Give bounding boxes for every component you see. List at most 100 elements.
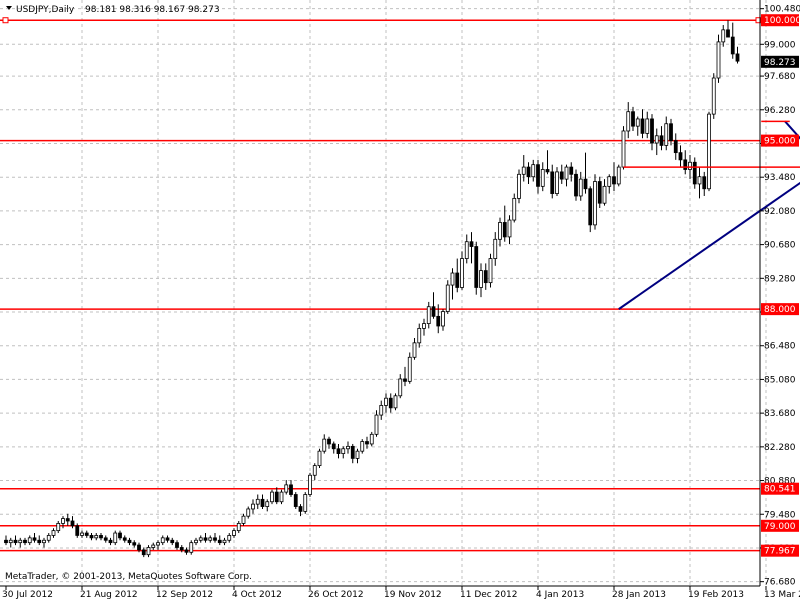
candle-body	[488, 258, 493, 284]
candle-body	[103, 537, 108, 541]
candle-body	[350, 445, 355, 459]
candle-body	[517, 173, 521, 199]
candle-body	[626, 111, 631, 132]
candle-body	[574, 173, 578, 197]
time-tick-label: 12 Sep 2012	[156, 590, 213, 600]
level-price-tag	[761, 14, 799, 27]
candle-body	[697, 176, 702, 185]
level-price-label: 88.000	[764, 305, 796, 315]
price-tick-label: 79.480	[764, 510, 796, 520]
candle-body	[151, 544, 156, 548]
candle-body	[89, 535, 94, 539]
candle-body	[536, 164, 540, 187]
candle-body	[445, 284, 450, 312]
time-tick-label: 4 Jan 2013	[536, 590, 584, 600]
candle-body	[540, 169, 545, 187]
price-tick-label: 93.480	[764, 173, 796, 183]
copyright-text: MetaTrader, © 2001-2013, MetaQuotes Soft…	[5, 572, 252, 582]
candle-body	[46, 535, 51, 541]
candle-body	[607, 176, 612, 187]
candle-body	[179, 547, 184, 551]
horizontal-levels[interactable]	[0, 17, 762, 552]
candle-body	[716, 41, 721, 79]
candle-body	[483, 270, 488, 284]
candle-body	[27, 537, 32, 544]
candle-body	[227, 535, 232, 541]
candle-body	[498, 222, 502, 240]
candle-body	[431, 306, 436, 317]
chart-menu-icon[interactable]	[6, 6, 12, 10]
level-price-tag	[761, 303, 799, 316]
candle-body	[298, 506, 303, 512]
price-tick-label: 85.080	[764, 375, 796, 385]
price-tick-label: 82.280	[764, 443, 796, 453]
candle-body	[80, 532, 84, 536]
candle-body	[37, 539, 42, 544]
candle-body	[241, 515, 246, 524]
candle-body	[293, 494, 298, 507]
candle-body	[531, 164, 536, 178]
candle-body	[322, 438, 327, 452]
candle-body	[393, 395, 398, 409]
candle-body	[175, 542, 179, 548]
candle-body	[70, 520, 75, 527]
trendline[interactable]	[784, 120, 800, 174]
candle-body	[479, 270, 483, 288]
candle-body	[255, 498, 260, 505]
candle-body	[213, 537, 217, 541]
candle-body	[469, 241, 474, 247]
candle-body	[279, 491, 284, 503]
candle-body	[65, 518, 70, 522]
time-tick-label: 26 Oct 2012	[308, 590, 364, 600]
candle-body	[578, 178, 583, 197]
price-tick-label: 99.000	[764, 40, 796, 50]
candle-body	[422, 323, 426, 329]
candle-body	[308, 474, 312, 495]
candle-body	[222, 539, 227, 544]
current-price-tag	[761, 55, 799, 68]
line-handle[interactable]	[2, 17, 9, 24]
price-tick-label: 89.280	[764, 274, 796, 284]
time-tick-label: 4 Oct 2012	[232, 590, 282, 600]
candle-body	[721, 29, 726, 43]
candle-body	[635, 118, 640, 127]
candle-body	[616, 166, 621, 185]
candle-body	[526, 166, 531, 178]
current-price-label: 98.273	[764, 58, 796, 68]
candle-body	[251, 503, 255, 510]
level-price-label: 79.000	[764, 522, 796, 532]
trendlines[interactable]	[618, 0, 800, 586]
candle-body	[270, 491, 274, 503]
time-axis: 30 Jul 2012 21 Aug 2012 12 Sep 2012 4 Oct 2…	[2, 586, 800, 600]
candle-body	[631, 111, 635, 127]
candle-body	[132, 542, 137, 546]
candle-body	[61, 518, 65, 524]
candle-body	[512, 197, 517, 221]
price-axis: 100.48099.00097.68096.28094.88093.48092.…	[760, 5, 800, 588]
candle-body	[217, 539, 222, 544]
candle-body	[407, 356, 412, 382]
candle-body	[645, 118, 650, 134]
candle-body	[232, 530, 236, 536]
time-tick-label: 30 Jul 2012	[2, 590, 53, 600]
level-price-tag	[761, 519, 799, 532]
candle-body	[336, 448, 341, 454]
candle-body	[365, 441, 369, 445]
price-tick-label: 86.480	[764, 342, 796, 352]
candle-body	[588, 188, 593, 226]
candle-body	[379, 405, 384, 416]
candle-body	[94, 535, 99, 539]
candle-body	[441, 311, 445, 327]
trendline[interactable]	[618, 141, 800, 310]
candle-body	[640, 118, 645, 134]
candle-body	[474, 246, 479, 288]
time-tick-label: 19 Feb 2013	[688, 590, 744, 600]
candle-body	[360, 441, 365, 452]
candle-body	[711, 77, 716, 115]
candle-body	[127, 539, 132, 544]
candle-body	[184, 549, 189, 553]
candle-body	[564, 166, 569, 180]
candle-body	[654, 135, 659, 144]
level-labels: 100.000 95.000 88.000 80.541 79.000 77.967 98.…	[761, 14, 800, 557]
candle-body	[99, 535, 103, 539]
